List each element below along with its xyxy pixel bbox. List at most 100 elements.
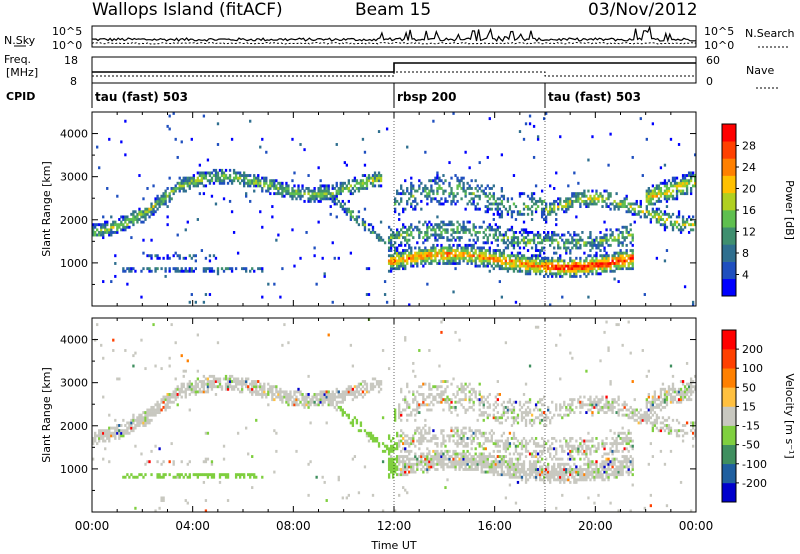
power-cell [333, 199, 336, 203]
velocity-cell [210, 374, 214, 378]
power-cell [693, 184, 697, 188]
power-cell [144, 218, 147, 221]
velocity-cell [466, 460, 469, 464]
velocity-cell [341, 411, 344, 415]
power-cell [486, 194, 489, 198]
power-cell [353, 179, 357, 183]
velocity-cell [464, 460, 467, 464]
velocity-cell [156, 475, 159, 479]
power-cell [486, 207, 489, 211]
velocity-cell [496, 380, 499, 383]
power-cell [140, 212, 143, 216]
power-cell [247, 181, 250, 185]
power-cell [474, 241, 477, 245]
velocity-cell [351, 390, 355, 394]
power-cell [321, 194, 324, 198]
velocity-cell [549, 447, 552, 451]
power-cell [426, 192, 429, 196]
velocity-cell [460, 439, 463, 443]
velocity-cell [452, 462, 455, 466]
velocity-cell [373, 385, 377, 389]
power-cell [579, 238, 582, 242]
velocity-cell [144, 411, 147, 415]
velocity-cell [510, 457, 514, 461]
velocity-cell [510, 424, 514, 427]
power-cell [162, 197, 165, 201]
power-cell [122, 215, 125, 219]
power-cell [611, 202, 614, 206]
velocity-cell [234, 475, 238, 479]
power-cell [464, 230, 467, 234]
power-cell [156, 267, 159, 271]
power-cell [526, 212, 530, 216]
power-cell [389, 243, 393, 247]
velocity-cells [92, 318, 697, 513]
velocity-cell [410, 470, 413, 474]
power-cell [615, 262, 618, 265]
power-cell [532, 192, 536, 196]
velocity-cell [154, 403, 157, 407]
power-cell [432, 228, 435, 232]
velocity-cell [490, 470, 493, 474]
power-cell [601, 254, 604, 258]
power-cell [168, 197, 171, 201]
power-cell [679, 230, 683, 234]
velocity-cell [102, 431, 105, 435]
power-cell [194, 179, 197, 183]
velocity-cell [104, 447, 107, 451]
power-cell [683, 285, 687, 289]
velocity-cell [192, 387, 195, 391]
power-cell [287, 184, 290, 188]
velocity-cell [387, 367, 391, 371]
velocity-cell [504, 465, 508, 469]
power-cell [460, 176, 463, 180]
velocity-cell [188, 408, 191, 412]
velocity-cell [148, 413, 151, 417]
velocity-cell [426, 468, 429, 471]
power-cell [192, 174, 195, 177]
velocity-cell [480, 395, 483, 399]
power-cell [307, 197, 310, 201]
power-cell [363, 187, 367, 190]
power-cell [577, 269, 580, 273]
velocity-cell [462, 385, 465, 389]
power-cell [514, 205, 518, 209]
power-cell [603, 199, 606, 203]
velocity-cell [400, 434, 403, 438]
velocity-cell [512, 416, 516, 420]
power-cell [391, 230, 395, 234]
velocity-cell [424, 403, 427, 407]
power-cell [192, 269, 195, 273]
power-cell [532, 267, 536, 271]
velocity-cell [464, 393, 467, 396]
velocity-cell [253, 475, 256, 479]
power-cell [619, 256, 622, 260]
power-cell [351, 215, 355, 219]
power-cell [444, 197, 447, 201]
velocity-cell [361, 385, 365, 389]
power-cell [406, 238, 409, 242]
power-cell [418, 236, 421, 240]
velocity-cell [478, 393, 481, 396]
velocity-cell [387, 460, 391, 464]
power-cell [424, 189, 427, 193]
power-cell [136, 215, 139, 219]
power-cell [210, 267, 214, 271]
velocity-cell [442, 452, 445, 456]
power-cell [597, 246, 600, 250]
power-cell [583, 262, 586, 265]
velocity-cell [325, 393, 328, 396]
power-cell [589, 262, 592, 265]
velocity-cell [188, 393, 191, 396]
velocity-cell [545, 475, 548, 479]
velocity-cell [452, 429, 455, 433]
power-cell [436, 181, 439, 185]
velocity-cell [289, 398, 292, 402]
power-cell [575, 267, 578, 271]
power-cell [579, 246, 582, 250]
velocity-cell [410, 449, 413, 453]
power-cell [434, 249, 437, 252]
velocity-cell [204, 473, 208, 477]
velocity-cell [371, 434, 375, 438]
power-cell [579, 202, 582, 206]
